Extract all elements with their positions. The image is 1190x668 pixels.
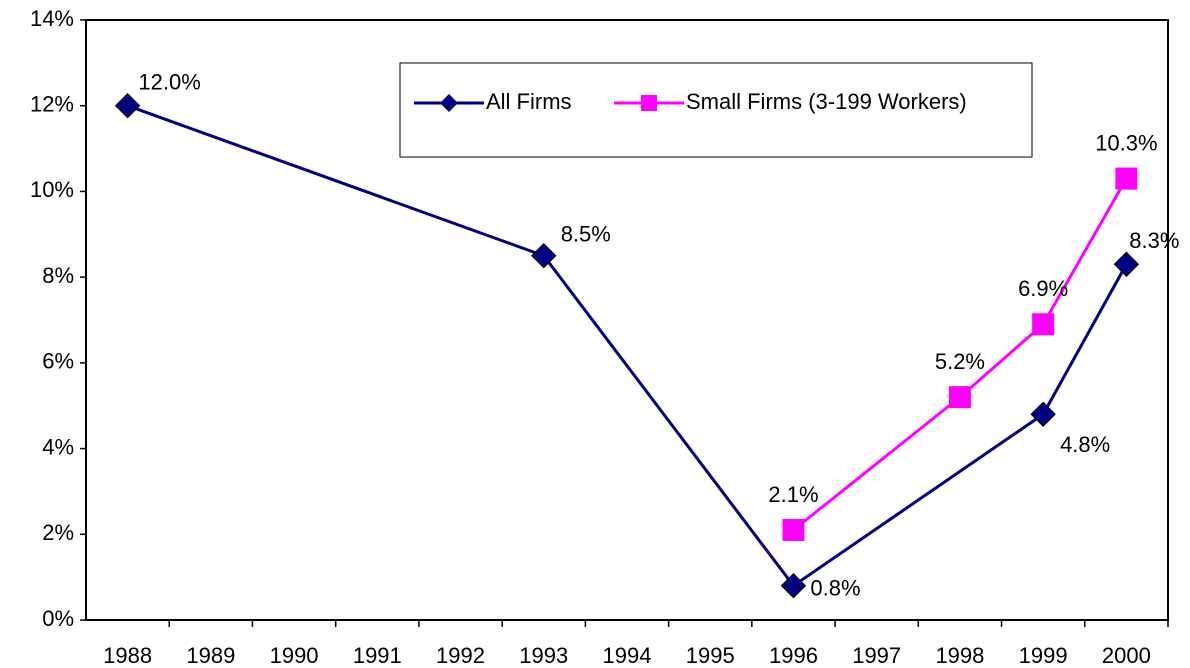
x-tick-label: 1998: [935, 643, 984, 668]
data-marker: [531, 243, 557, 269]
data-label: 4.8%: [1060, 432, 1110, 457]
data-marker: [114, 93, 141, 119]
x-tick-label: 1994: [603, 643, 652, 668]
data-label: 8.5%: [561, 222, 611, 247]
data-marker: [1113, 251, 1140, 277]
data-label: 0.8%: [810, 576, 860, 601]
series-line: [792, 177, 1128, 532]
y-tick-label: 12%: [30, 92, 74, 117]
x-tick-label: 1988: [103, 643, 152, 668]
x-tick-label: 1997: [852, 643, 901, 668]
x-tick-label: 1989: [186, 643, 235, 668]
y-tick-label: 10%: [30, 177, 74, 202]
x-tick-label: 1990: [270, 643, 319, 668]
legend-marker: [641, 95, 657, 111]
data-label: 8.3%: [1129, 228, 1179, 253]
y-tick-label: 4%: [42, 434, 74, 459]
data-marker: [1032, 313, 1055, 336]
data-marker: [782, 519, 805, 541]
data-label: 2.1%: [768, 482, 818, 507]
data-label: 10.3%: [1095, 130, 1157, 155]
y-tick-label: 14%: [30, 6, 74, 31]
x-tick-label: 1993: [519, 643, 568, 668]
x-tick-label: 1991: [353, 643, 402, 668]
data-marker: [1115, 167, 1138, 190]
legend-label: All Firms: [486, 89, 572, 114]
series-line: [127, 104, 1128, 588]
data-label: 5.2%: [935, 349, 985, 374]
data-marker: [1030, 401, 1056, 427]
legend-marker: [440, 94, 458, 112]
y-tick-label: 8%: [42, 263, 74, 288]
x-tick-label: 1995: [686, 643, 735, 668]
plot-frame: [85, 19, 1169, 621]
data-marker: [948, 386, 971, 409]
x-tick-label: 2000: [1102, 643, 1151, 668]
x-tick-label: 1999: [1019, 643, 1068, 668]
y-tick-label: 2%: [42, 520, 74, 545]
x-tick-label: 1992: [436, 643, 485, 668]
y-tick-label: 0%: [42, 606, 74, 631]
legend-label: Small Firms (3-199 Workers): [686, 89, 967, 114]
data-marker: [780, 573, 807, 599]
data-label: 12.0%: [138, 70, 200, 95]
legend-box: [399, 62, 1033, 158]
y-tick-label: 6%: [42, 349, 74, 374]
data-label: 6.9%: [1018, 276, 1068, 301]
x-tick-label: 1996: [769, 643, 818, 668]
